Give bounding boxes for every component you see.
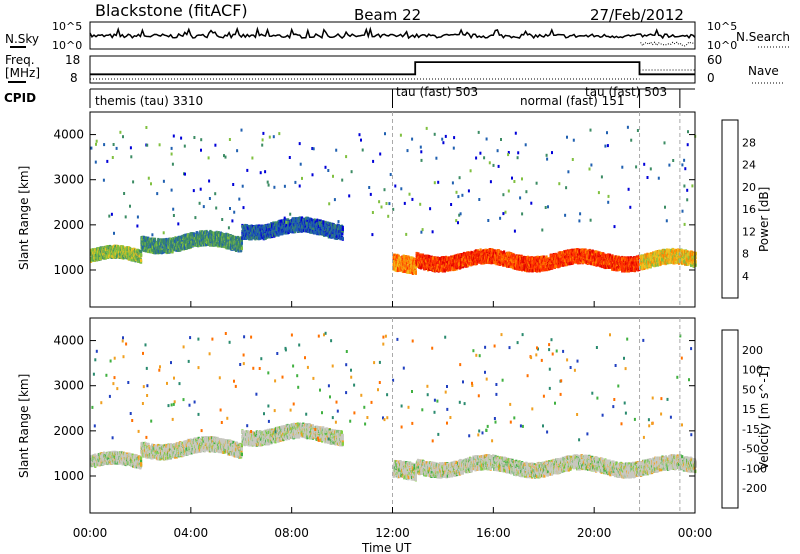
nave-line [90,69,695,80]
noise-right-tick-top: 10^5 [707,20,737,33]
echo-cell [180,241,183,245]
echo-cell [173,237,176,241]
echo-cell [185,243,188,247]
echo-cell [171,250,174,254]
echo-cell [200,243,203,247]
echo-cell [187,245,190,250]
date-title: 27/Feb/2012 [590,6,684,24]
echo-cell [142,235,146,239]
echo-cell [151,250,154,254]
echo-cell [122,255,125,259]
echo-cell [93,250,96,254]
nave-label: Nave [748,64,779,78]
echo-cell [92,249,95,253]
cpid-mode-3: tau (fast) 503 [585,85,667,99]
echo-cell [158,250,162,254]
echo-cell [140,258,143,263]
noise-panel: N.Sky 10^5 10^0 10^5 10^0 N.Search [5,20,790,52]
freq-tick-bottom: 8 [70,71,78,85]
cpid-row: CPID themis (tau) 3310 tau (fast) 503 no… [4,85,695,108]
noise-sky-line [89,26,696,40]
freq-tick-top: 18 [65,53,80,67]
echo-cell [218,233,221,237]
echo-cell [210,231,213,235]
echo-cell [169,237,172,241]
echo-cell [186,237,189,241]
echo-cell [157,249,160,253]
echo-cell [221,232,224,236]
echo-cell [100,256,103,260]
echo-cell [192,242,195,246]
echo-cell [240,246,243,250]
noise-left-tick-top: 10^5 [52,20,82,33]
echo-cell [132,258,135,262]
echo-cell [150,242,153,246]
frequency-line [90,61,695,76]
freq-label-bottom: [MHz] [5,66,40,80]
nave-tick-bottom: 0 [707,71,715,85]
echo-cell [145,236,148,240]
echo-cell [177,239,180,244]
echo-cell [157,245,160,250]
echo-cell [219,232,222,236]
freq-label-top: Freq. [5,53,35,67]
echo-cell [109,252,112,256]
echo-cell [158,238,161,242]
nave-tick-top: 60 [707,53,722,67]
echo-cell [93,256,96,260]
power-echoes [90,125,697,275]
station-title: Blackstone (fitACF) [95,1,248,20]
noise-left-label: N.Sky [5,32,39,46]
echo-cell [102,252,105,256]
echo-cell [163,248,166,252]
echo-cell [193,233,196,237]
echo-cell [205,243,208,247]
cpid-label: CPID [4,91,36,105]
echo-cell [341,227,344,231]
echo-cell [164,244,167,248]
noise-panel-frame [89,21,696,50]
echo-cell [171,248,174,252]
echo-cell [153,237,157,241]
cpid-mode-0: themis (tau) 3310 [95,94,203,108]
noise-search-line [640,41,696,47]
echo-cell [150,250,153,254]
echo-cell [136,254,139,258]
noise-right-label: N.Search [736,30,790,44]
beam-title: Beam 22 [354,6,421,24]
echo-cell [140,249,143,253]
echo-cell [144,239,147,243]
echo-cell [341,236,344,240]
echo-cell [163,240,166,244]
echo-cell [173,248,176,252]
cpid-mode-1: tau (fast) 503 [396,85,478,99]
echo-cell [240,241,243,245]
echo-cell [165,237,168,242]
frequency-panel: Freq. [MHz] 18 8 60 0 Nave [5,53,784,85]
noise-right-tick-bottom: 10^0 [707,39,737,52]
echo-cell [127,253,130,257]
cpid-mode-2: normal (fast) 151 [520,94,624,108]
echo-cell [140,253,143,257]
echo-cell [156,243,159,247]
echo-cell [188,245,191,249]
echo-cell [180,239,183,244]
echo-cell [183,246,186,250]
frequency-panel-frame [89,55,696,84]
echo-cell [195,231,199,235]
echo-cell [131,257,134,261]
echo-cell [414,271,417,275]
echo-cell [147,243,150,247]
echo-cell [116,245,120,249]
noise-left-tick-bottom: 10^0 [52,39,82,52]
echo-cell [341,232,344,236]
echo-cell [210,233,213,237]
echo-cell [182,235,186,239]
